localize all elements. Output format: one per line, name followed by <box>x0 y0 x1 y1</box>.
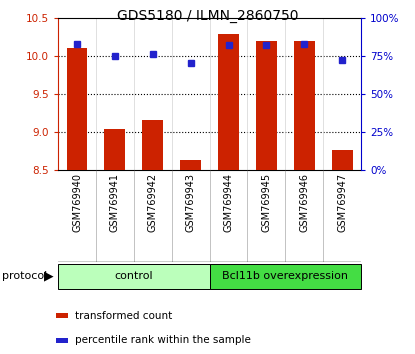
Text: control: control <box>115 271 153 281</box>
Text: ▶: ▶ <box>44 270 54 282</box>
Text: protocol: protocol <box>2 271 47 281</box>
Bar <box>180 160 201 170</box>
Bar <box>294 41 315 170</box>
Text: GSM769947: GSM769947 <box>337 173 347 232</box>
Bar <box>56 338 68 343</box>
Bar <box>256 41 277 170</box>
Bar <box>332 150 352 170</box>
Text: GSM769946: GSM769946 <box>299 173 309 232</box>
Text: GSM769941: GSM769941 <box>110 173 120 232</box>
Text: GSM769940: GSM769940 <box>72 173 82 232</box>
Text: GSM769943: GSM769943 <box>186 173 195 232</box>
Bar <box>218 34 239 170</box>
Bar <box>56 313 68 318</box>
Text: GSM769945: GSM769945 <box>261 173 271 232</box>
Text: GSM769944: GSM769944 <box>224 173 234 232</box>
Text: transformed count: transformed count <box>75 310 172 321</box>
Text: GSM769942: GSM769942 <box>148 173 158 232</box>
Text: GDS5180 / ILMN_2860750: GDS5180 / ILMN_2860750 <box>117 9 298 23</box>
Bar <box>58 264 210 289</box>
Bar <box>105 129 125 170</box>
Bar <box>210 264 361 289</box>
Bar <box>142 120 163 170</box>
Text: percentile rank within the sample: percentile rank within the sample <box>75 335 251 346</box>
Bar <box>67 48 88 170</box>
Text: Bcl11b overexpression: Bcl11b overexpression <box>222 271 348 281</box>
